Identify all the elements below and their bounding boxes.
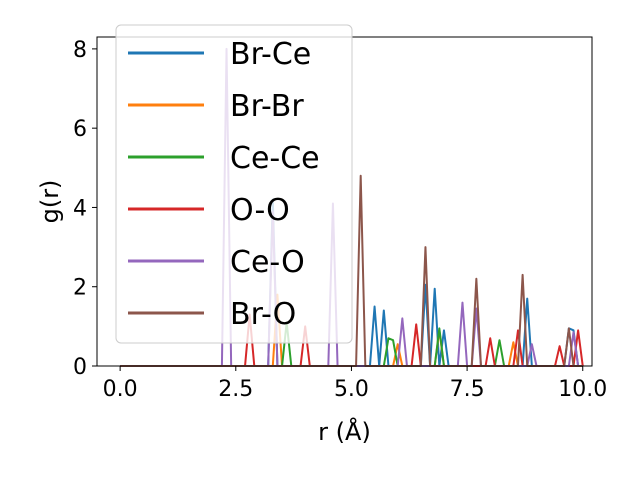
legend-item: O-O xyxy=(128,193,290,228)
y-tick-label: 6 xyxy=(73,117,87,142)
legend-label: Br-O xyxy=(230,297,296,332)
legend-item: Br-Br xyxy=(128,89,304,124)
legend-item: Ce-O xyxy=(128,245,305,280)
legend-item: Ce-Ce xyxy=(128,141,320,176)
legend-label: Br-Ce xyxy=(230,37,311,72)
x-tick-label: 0.0 xyxy=(103,377,138,402)
legend-item: Br-O xyxy=(128,297,296,332)
x-tick-label: 7.5 xyxy=(450,377,485,402)
x-tick-label: 5.0 xyxy=(334,377,369,402)
x-axis: 0.0 2.5 5.0 7.5 10.0 xyxy=(103,366,607,402)
legend-label: Ce-Ce xyxy=(230,141,320,176)
y-tick-label: 4 xyxy=(73,196,87,221)
legend-label: O-O xyxy=(230,193,290,228)
y-axis: 0 2 4 6 8 xyxy=(73,38,97,380)
legend-label: Br-Br xyxy=(230,89,304,124)
y-axis-label: g(r) xyxy=(36,180,64,224)
x-axis-label: r (Å) xyxy=(318,417,371,446)
legend: Br-Ce Br-Br Ce-Ce O-O Ce-O Br-O xyxy=(115,24,353,344)
legend-label: Ce-O xyxy=(230,245,305,280)
x-tick-label: 2.5 xyxy=(218,377,253,402)
y-tick-label: 2 xyxy=(73,276,87,301)
x-tick-label: 10.0 xyxy=(558,377,607,402)
y-tick-label: 8 xyxy=(73,38,87,63)
legend-item: Br-Ce xyxy=(128,37,311,72)
legend-box xyxy=(115,24,353,344)
y-tick-label: 0 xyxy=(73,355,87,380)
